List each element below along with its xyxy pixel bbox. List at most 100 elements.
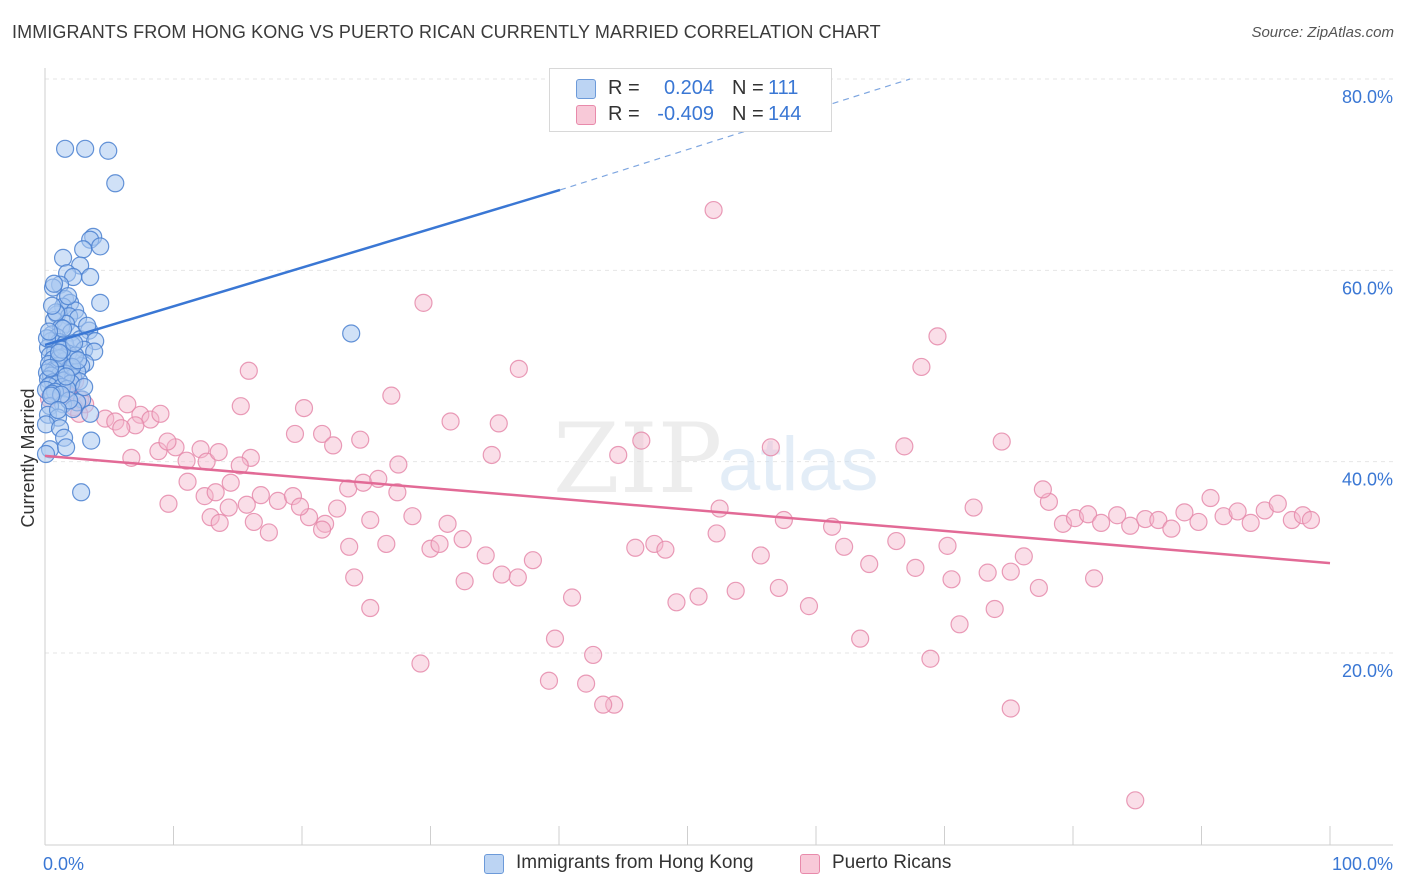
trend-line-puerto-ricans bbox=[44, 454, 1331, 565]
data-point bbox=[285, 424, 305, 444]
data-point bbox=[1241, 513, 1260, 532]
data-point bbox=[210, 513, 229, 532]
data-point bbox=[53, 248, 73, 267]
data-point bbox=[921, 649, 940, 668]
data-point bbox=[430, 534, 449, 554]
data-point bbox=[594, 695, 613, 714]
data-point bbox=[237, 495, 256, 514]
data-point bbox=[259, 523, 278, 542]
data-point bbox=[656, 540, 675, 559]
data-point bbox=[239, 361, 258, 380]
data-point bbox=[895, 437, 914, 456]
data-point bbox=[1175, 503, 1194, 522]
data-point bbox=[912, 357, 931, 377]
data-point bbox=[345, 568, 364, 587]
data-point bbox=[131, 405, 150, 424]
series-puerto-ricans bbox=[39, 200, 1321, 810]
data-point bbox=[221, 473, 240, 492]
r-value: -0.409 bbox=[657, 103, 714, 125]
data-point bbox=[1162, 519, 1181, 538]
data-point bbox=[1014, 547, 1033, 566]
trend-line-hong-kong bbox=[44, 188, 561, 347]
data-point bbox=[40, 358, 60, 378]
data-point bbox=[1108, 506, 1127, 525]
data-point bbox=[769, 578, 788, 598]
data-point bbox=[72, 483, 91, 502]
data-point bbox=[81, 404, 100, 423]
data-point bbox=[76, 139, 95, 158]
data-point bbox=[403, 507, 422, 526]
data-point bbox=[455, 572, 474, 591]
data-point bbox=[1001, 699, 1020, 718]
data-point bbox=[112, 419, 131, 438]
data-point bbox=[36, 444, 56, 464]
data-point bbox=[44, 274, 64, 293]
tick-labels: 20.0% 40.0% 60.0% 80.0% 0.0% 100.0% bbox=[43, 87, 1393, 874]
legend-label: Immigrants from Hong Kong bbox=[516, 852, 754, 873]
data-point bbox=[1228, 502, 1247, 521]
data-point bbox=[707, 524, 726, 543]
data-point bbox=[342, 324, 361, 343]
data-point bbox=[1084, 569, 1104, 588]
data-point bbox=[704, 200, 723, 220]
data-point bbox=[906, 558, 925, 577]
data-point bbox=[1121, 516, 1140, 535]
data-point bbox=[75, 377, 94, 397]
data-point bbox=[48, 400, 68, 420]
blue-swatch-icon bbox=[576, 79, 596, 99]
series-hong-kong bbox=[36, 139, 361, 502]
data-point bbox=[508, 568, 527, 587]
data-point bbox=[632, 431, 651, 450]
data-point bbox=[562, 588, 582, 607]
data-point bbox=[523, 551, 542, 570]
data-point bbox=[290, 497, 310, 516]
data-point bbox=[950, 615, 969, 634]
data-point bbox=[244, 512, 263, 532]
data-point bbox=[414, 293, 433, 312]
data-point bbox=[421, 539, 440, 558]
data-point bbox=[1282, 510, 1301, 530]
data-point bbox=[453, 530, 472, 549]
data-point bbox=[509, 359, 528, 378]
data-point bbox=[1136, 509, 1155, 529]
data-point bbox=[118, 395, 137, 414]
data-point bbox=[964, 498, 983, 517]
data-point bbox=[438, 514, 457, 533]
data-point bbox=[58, 287, 78, 306]
data-point bbox=[1078, 505, 1098, 524]
data-point bbox=[177, 451, 196, 470]
data-point bbox=[1268, 494, 1287, 513]
data-point bbox=[1189, 512, 1208, 532]
data-point bbox=[710, 499, 729, 518]
data-point bbox=[56, 367, 76, 386]
data-point bbox=[251, 486, 270, 505]
stats-legend: R = 0.204 N = 111 R = -0.409 N = 144 bbox=[549, 68, 832, 132]
data-point bbox=[539, 671, 559, 690]
watermark-atlas: atlas bbox=[718, 422, 879, 507]
x-tick-label: 0.0% bbox=[43, 854, 84, 874]
data-point bbox=[476, 546, 495, 565]
data-point bbox=[294, 398, 314, 418]
data-point bbox=[328, 499, 347, 518]
data-point bbox=[81, 267, 100, 287]
data-point bbox=[268, 491, 288, 510]
data-point bbox=[361, 510, 380, 530]
data-point bbox=[942, 570, 961, 589]
data-point bbox=[206, 483, 225, 502]
data-point bbox=[74, 240, 93, 259]
data-point bbox=[626, 538, 645, 557]
data-point bbox=[195, 487, 214, 506]
data-point bbox=[351, 430, 370, 449]
data-point bbox=[1126, 791, 1145, 810]
data-point bbox=[1029, 578, 1048, 598]
data-point bbox=[609, 445, 628, 465]
data-point bbox=[42, 296, 62, 315]
data-point bbox=[761, 438, 780, 457]
data-point bbox=[158, 432, 177, 451]
data-point bbox=[1033, 480, 1052, 499]
data-point bbox=[56, 438, 76, 457]
data-point bbox=[231, 397, 250, 416]
data-point bbox=[65, 333, 84, 353]
data-point bbox=[1301, 510, 1321, 530]
data-point bbox=[312, 424, 332, 444]
